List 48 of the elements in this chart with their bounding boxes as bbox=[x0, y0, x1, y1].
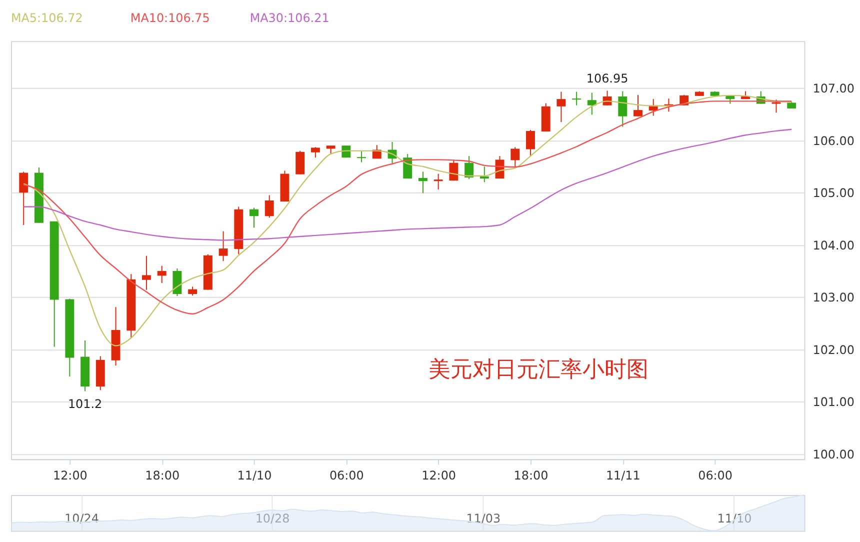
candlestick bbox=[618, 90, 628, 128]
y-tick-label: 105.00 bbox=[812, 186, 854, 200]
y-tick-label: 107.00 bbox=[812, 82, 854, 96]
y-tick-label: 103.00 bbox=[812, 290, 854, 305]
x-tick-label: 11/11 bbox=[606, 468, 640, 483]
line-series bbox=[23, 128, 792, 241]
candlestick bbox=[218, 230, 228, 262]
annotation: 106.95 bbox=[586, 72, 628, 86]
text: MA30:106.21 bbox=[250, 11, 330, 26]
candlestick bbox=[296, 150, 305, 175]
y-tick-label: 102.00 bbox=[812, 342, 854, 357]
candlestick bbox=[526, 129, 535, 157]
candlestick bbox=[556, 91, 566, 123]
annotation: 101.2 bbox=[68, 397, 102, 412]
x-tick-label: 11/10 bbox=[717, 511, 752, 526]
x-tick-label: 12:00 bbox=[422, 468, 456, 483]
candlestick bbox=[587, 92, 596, 116]
text: 美元对日元汇率小时图 bbox=[428, 358, 648, 383]
x-tick-label: 06:00 bbox=[698, 468, 733, 483]
x-tick-label: 18:00 bbox=[514, 468, 548, 483]
candlestick bbox=[418, 171, 428, 194]
candlestick bbox=[634, 94, 642, 117]
x-tick-label: 06:00 bbox=[329, 468, 364, 483]
candlestick bbox=[250, 207, 258, 228]
candlestick bbox=[510, 146, 520, 168]
x-tick-label: 11/10 bbox=[237, 468, 272, 483]
y-tick-label: 100.00 bbox=[812, 447, 854, 462]
y-tick-label: 106.00 bbox=[812, 134, 854, 148]
candlestick bbox=[434, 173, 443, 190]
candlestick bbox=[310, 146, 320, 158]
y-tick-label: 104.00 bbox=[812, 238, 854, 252]
y-tick-label: 101.00 bbox=[812, 395, 854, 410]
candlestick bbox=[464, 156, 474, 180]
candlestick bbox=[172, 268, 182, 297]
candlestick bbox=[772, 99, 781, 114]
x-tick-label: 18:00 bbox=[145, 468, 180, 483]
candlestick bbox=[264, 194, 274, 218]
candlestick bbox=[480, 166, 489, 183]
candlestick bbox=[19, 171, 28, 226]
candlestick bbox=[142, 255, 151, 290]
x-tick-label: 11/03 bbox=[466, 511, 501, 526]
candlestick bbox=[572, 91, 582, 106]
x-tick-label: 10/28 bbox=[255, 511, 290, 526]
text: MA5:106.72 bbox=[10, 11, 83, 26]
candlestick bbox=[357, 150, 366, 163]
candlestick bbox=[157, 265, 166, 284]
x-tick-label: 12:00 bbox=[52, 468, 88, 483]
text: MA10:106.75 bbox=[130, 11, 210, 26]
